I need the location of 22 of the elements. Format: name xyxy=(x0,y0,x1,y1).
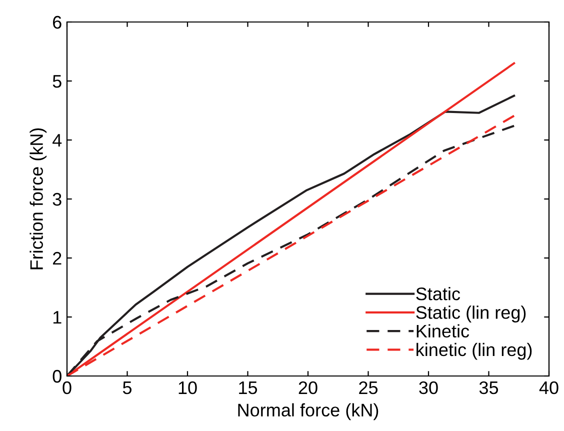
legend-label: Kinetic xyxy=(416,324,470,338)
x-tick-label: 20 xyxy=(298,381,318,394)
x-tick-label: 0 xyxy=(62,381,72,394)
x-tick-label: 35 xyxy=(479,381,498,394)
y-tick-label: 2 xyxy=(53,252,62,265)
x-tick-label: 5 xyxy=(122,382,132,394)
y-tick-label: 6 xyxy=(53,16,62,29)
x-tick-label: 15 xyxy=(239,382,258,394)
y-tick-label: 5 xyxy=(52,75,62,88)
x-tick-label: 40 xyxy=(539,381,558,394)
x-tick-label: 10 xyxy=(178,381,197,394)
legend-label: Static xyxy=(416,287,460,300)
y-axis-title: Friction force (kN) xyxy=(30,128,47,270)
legend-label: Static (lin reg) xyxy=(416,306,526,322)
y-tick-label: 0 xyxy=(52,370,62,383)
legend-label: kinetic (lin reg) xyxy=(416,342,532,360)
x-axis-title: Normal force (kN) xyxy=(238,403,378,420)
y-tick-label: 3 xyxy=(52,192,62,206)
y-tick-label: 4 xyxy=(52,134,62,147)
x-tick-label: 30 xyxy=(419,381,438,394)
y-tick-label: 1 xyxy=(53,311,62,324)
x-tick-label: 25 xyxy=(359,381,378,394)
